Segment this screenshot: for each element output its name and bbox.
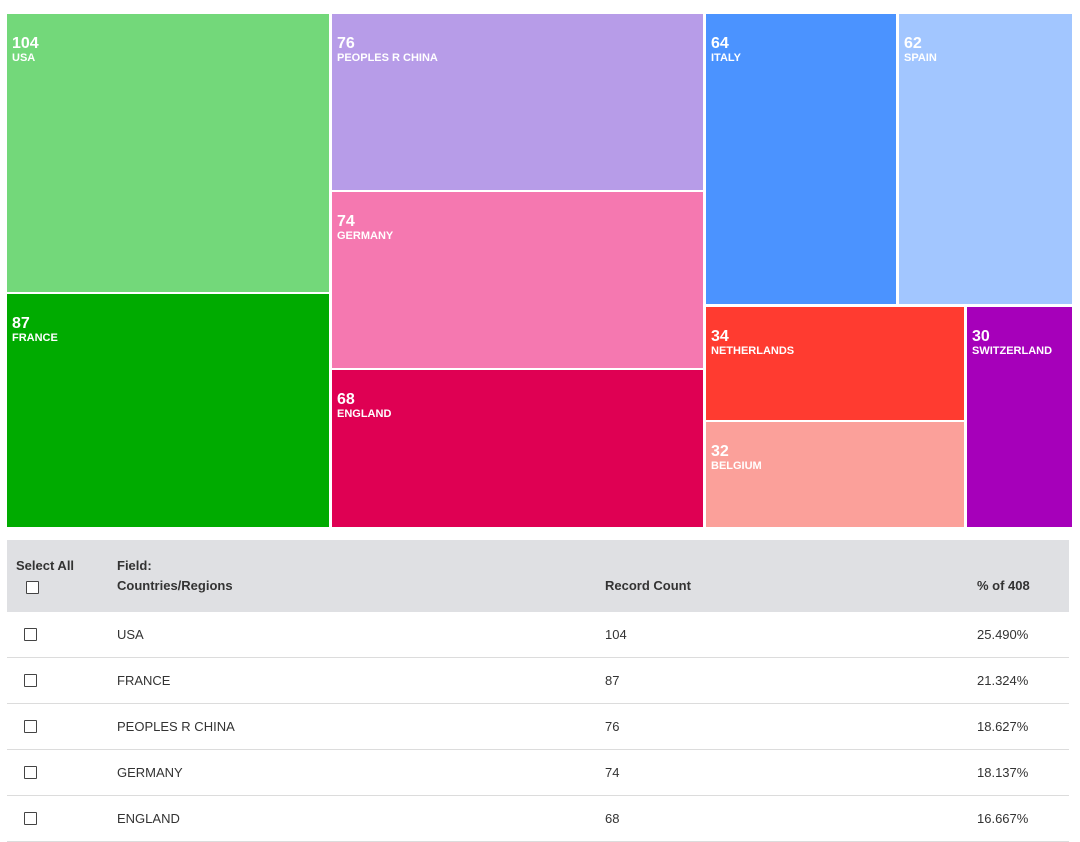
- treemap-tile-italy[interactable]: [706, 14, 896, 304]
- treemap-tile-france[interactable]: [7, 294, 329, 527]
- treemap-label-belgium: BELGIUM: [711, 460, 762, 472]
- row-checkbox[interactable]: [24, 628, 37, 641]
- row-count: 76: [605, 719, 620, 734]
- table-row: PEOPLES R CHINA 76 18.627%: [7, 704, 1069, 750]
- treemap-value-peoples-r-china: 76: [337, 35, 355, 52]
- results-table: Select All Field: Countries/Regions Reco…: [7, 540, 1069, 842]
- treemap-tile-netherlands[interactable]: [706, 307, 964, 420]
- treemap-label-spain: SPAIN: [904, 52, 937, 64]
- treemap-tile-belgium[interactable]: [706, 422, 964, 527]
- row-percent: 16.667%: [977, 811, 1029, 826]
- treemap-value-netherlands: 34: [711, 328, 729, 345]
- row-percent: 25.490%: [977, 627, 1029, 642]
- treemap-tile-switzerland[interactable]: [967, 307, 1072, 527]
- row-count: 74: [605, 765, 620, 780]
- row-checkbox[interactable]: [24, 812, 37, 825]
- treemap-label-switzerland: SWITZERLAND: [972, 345, 1052, 357]
- treemap-value-switzerland: 30: [972, 328, 990, 345]
- treemap-value-belgium: 32: [711, 443, 729, 460]
- row-checkbox[interactable]: [24, 674, 37, 687]
- treemap-label-england: ENGLAND: [337, 408, 391, 420]
- table-row: ENGLAND 68 16.667%: [7, 796, 1069, 842]
- treemap-tile-usa[interactable]: [7, 14, 329, 292]
- row-country: USA: [117, 627, 144, 642]
- treemap-label-netherlands: NETHERLANDS: [711, 345, 794, 357]
- row-count: 68: [605, 811, 620, 826]
- table-header: Select All Field: Countries/Regions Reco…: [7, 540, 1069, 612]
- row-checkbox[interactable]: [24, 766, 37, 779]
- treemap-label-italy: ITALY: [711, 52, 742, 64]
- row-country: ENGLAND: [117, 811, 180, 826]
- percent-header[interactable]: % of 408: [977, 578, 1030, 593]
- select-all-checkbox[interactable]: [26, 581, 39, 594]
- treemap-label-germany: GERMANY: [337, 230, 394, 242]
- treemap-tile-england[interactable]: [332, 370, 703, 527]
- treemap-value-france: 87: [12, 315, 30, 332]
- treemap-value-italy: 64: [711, 35, 729, 52]
- field-label: Field:: [117, 558, 152, 573]
- treemap-label-france: FRANCE: [12, 332, 58, 344]
- treemap-tile-germany[interactable]: [332, 192, 703, 368]
- field-name-header[interactable]: Countries/Regions: [117, 578, 233, 593]
- row-country: PEOPLES R CHINA: [117, 719, 235, 734]
- treemap-tile-spain[interactable]: [899, 14, 1072, 304]
- treemap-tile-peoples-r-china[interactable]: [332, 14, 703, 190]
- treemap-label-usa: USA: [12, 52, 35, 64]
- treemap-label-peoples-r-china: PEOPLES R CHINA: [337, 52, 438, 64]
- table-row: USA 104 25.490%: [7, 612, 1069, 658]
- treemap-value-germany: 74: [337, 213, 355, 230]
- treemap-value-usa: 104: [12, 35, 39, 52]
- row-percent: 18.137%: [977, 765, 1029, 780]
- record-count-header[interactable]: Record Count: [605, 578, 691, 593]
- table-row: GERMANY 74 18.137%: [7, 750, 1069, 796]
- table-row: FRANCE 87 21.324%: [7, 658, 1069, 704]
- row-country: FRANCE: [117, 673, 171, 688]
- row-count: 104: [605, 627, 627, 642]
- treemap-value-spain: 62: [904, 35, 922, 52]
- row-country: GERMANY: [117, 765, 183, 780]
- row-count: 87: [605, 673, 620, 688]
- row-checkbox[interactable]: [24, 720, 37, 733]
- row-percent: 18.627%: [977, 719, 1029, 734]
- treemap-value-england: 68: [337, 391, 355, 408]
- row-percent: 21.324%: [977, 673, 1029, 688]
- select-all-label: Select All: [16, 558, 75, 573]
